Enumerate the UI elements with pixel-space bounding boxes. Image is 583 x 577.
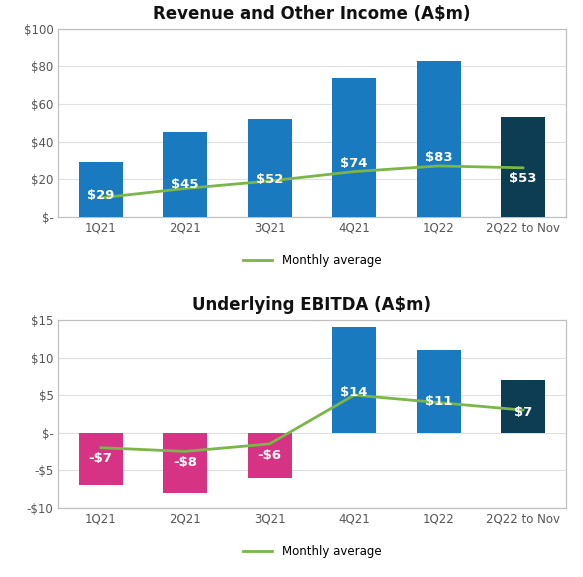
Bar [417,350,461,433]
Text: $52: $52 [256,173,283,186]
Legend: Monthly average: Monthly average [243,545,381,558]
Text: $45: $45 [171,178,199,191]
Text: -$7: -$7 [89,452,113,466]
Title: Revenue and Other Income (A$m): Revenue and Other Income (A$m) [153,5,470,23]
Legend: Monthly average: Monthly average [243,254,381,267]
Bar [248,119,292,216]
Text: -$8: -$8 [173,456,197,469]
Bar [248,433,292,478]
Text: $14: $14 [340,386,368,399]
Text: $74: $74 [340,158,368,170]
Title: Underlying EBITDA (A$m): Underlying EBITDA (A$m) [192,296,431,314]
Text: $7: $7 [514,406,532,419]
Text: $83: $83 [425,151,452,164]
Text: $29: $29 [87,189,114,203]
Bar [501,380,545,433]
Bar [332,78,376,216]
Bar [163,433,207,493]
Text: $11: $11 [425,395,452,408]
Bar [417,61,461,216]
Bar [79,162,122,216]
Text: -$6: -$6 [258,449,282,462]
Bar [332,328,376,433]
Text: $53: $53 [510,173,537,185]
Bar [163,132,207,216]
Bar [79,433,122,485]
Bar [501,117,545,216]
